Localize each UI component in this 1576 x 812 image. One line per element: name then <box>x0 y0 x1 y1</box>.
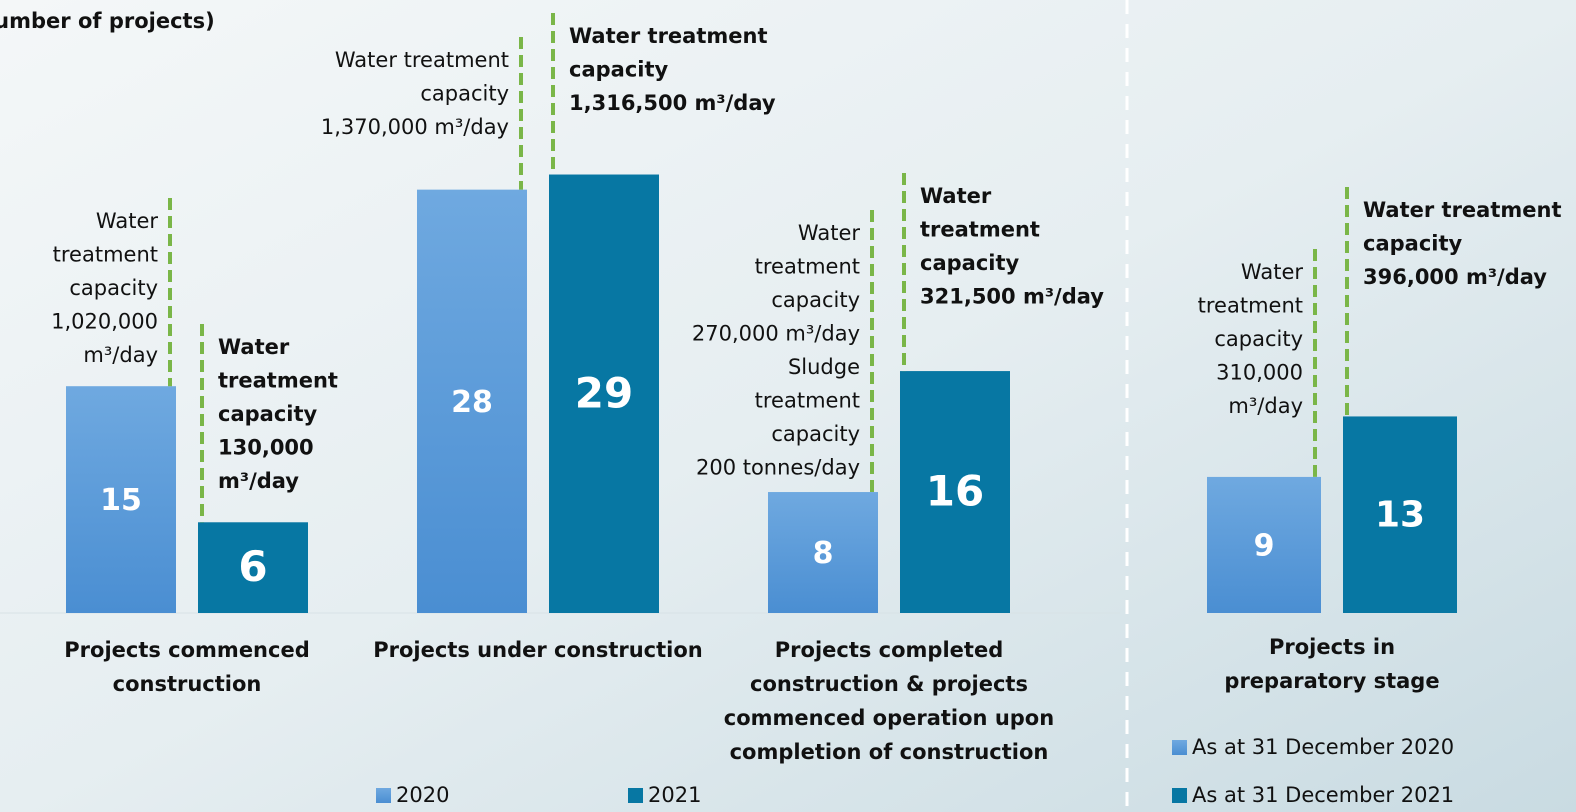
category-label: Projects commenced <box>64 638 309 662</box>
annotation: treatment <box>920 218 1040 242</box>
annotation: capacity <box>771 288 860 312</box>
annotation: m³/day <box>83 343 158 367</box>
value-label: 9 <box>1254 528 1275 563</box>
annotation: Water <box>96 209 158 233</box>
annotation: m³/day <box>218 469 299 493</box>
bar <box>1207 476 1321 613</box>
annotation: treatment <box>53 243 158 267</box>
annotation: Water <box>798 221 860 245</box>
category-label: Projects completed <box>775 638 1003 662</box>
annotation: capacity <box>569 58 669 82</box>
annotation: 396,000 m³/day <box>1363 265 1547 289</box>
annotation: capacity <box>1363 232 1463 256</box>
value-label: 29 <box>575 368 633 417</box>
category-label: preparatory stage <box>1224 669 1439 693</box>
annotation: capacity <box>420 82 509 106</box>
annotation: 130,000 <box>218 436 314 460</box>
value-label: 8 <box>813 536 834 571</box>
annotation: 1,370,000 m³/day <box>321 115 509 139</box>
annotation: 200 tonnes/day <box>696 456 860 480</box>
annotation: 1,020,000 <box>51 310 158 334</box>
annotation: treatment <box>1198 294 1303 318</box>
legend-swatch <box>376 788 391 803</box>
annotation: treatment <box>755 255 860 279</box>
value-label: 15 <box>100 483 142 518</box>
bar <box>900 371 1010 613</box>
legend-swatch <box>628 788 643 803</box>
annotation: treatment <box>218 369 338 393</box>
annotation: 310,000 <box>1216 361 1303 385</box>
value-label: 28 <box>451 385 493 420</box>
annotation: treatment <box>755 389 860 413</box>
legend-label: 2021 <box>648 783 701 807</box>
bar <box>768 492 878 613</box>
annotation: Water <box>218 335 290 359</box>
category-label: completion of construction <box>730 740 1049 764</box>
annotation: Water treatment <box>1363 198 1562 222</box>
legend-swatch <box>1172 740 1187 755</box>
bar <box>417 189 527 613</box>
value-label: 16 <box>926 467 984 516</box>
legend-swatch <box>1172 788 1187 803</box>
legend-label: As at 31 December 2020 <box>1192 735 1454 759</box>
annotation: Sludge <box>788 355 860 379</box>
legend-label: 2020 <box>396 783 449 807</box>
value-label: 13 <box>1375 495 1425 536</box>
category-label: Projects under construction <box>373 638 703 662</box>
annotation: Water <box>920 184 992 208</box>
category-label: commenced operation upon <box>724 706 1054 730</box>
category-label: Projects in <box>1269 635 1395 659</box>
annotation: capacity <box>920 251 1020 275</box>
annotation: m³/day <box>1228 394 1303 418</box>
annotation: Water treatment <box>335 48 509 72</box>
annotation: 1,316,500 m³/day <box>569 91 776 115</box>
bar <box>198 522 308 613</box>
category-label: construction <box>113 672 262 696</box>
annotation: capacity <box>1214 327 1303 351</box>
bar <box>66 386 176 613</box>
annotation: Water <box>1241 260 1303 284</box>
annotation: 321,500 m³/day <box>920 285 1104 309</box>
bar <box>549 174 659 613</box>
chart-title: (Number of projects) <box>0 9 215 33</box>
annotation: 270,000 m³/day <box>692 322 860 346</box>
legend-label: As at 31 December 2021 <box>1192 783 1454 807</box>
annotation: Water treatment <box>569 24 768 48</box>
bar <box>1343 416 1457 613</box>
category-label: construction & projects <box>750 672 1028 696</box>
annotation: capacity <box>69 276 158 300</box>
annotation: capacity <box>771 422 860 446</box>
value-label: 6 <box>238 542 267 591</box>
annotation: capacity <box>218 402 318 426</box>
